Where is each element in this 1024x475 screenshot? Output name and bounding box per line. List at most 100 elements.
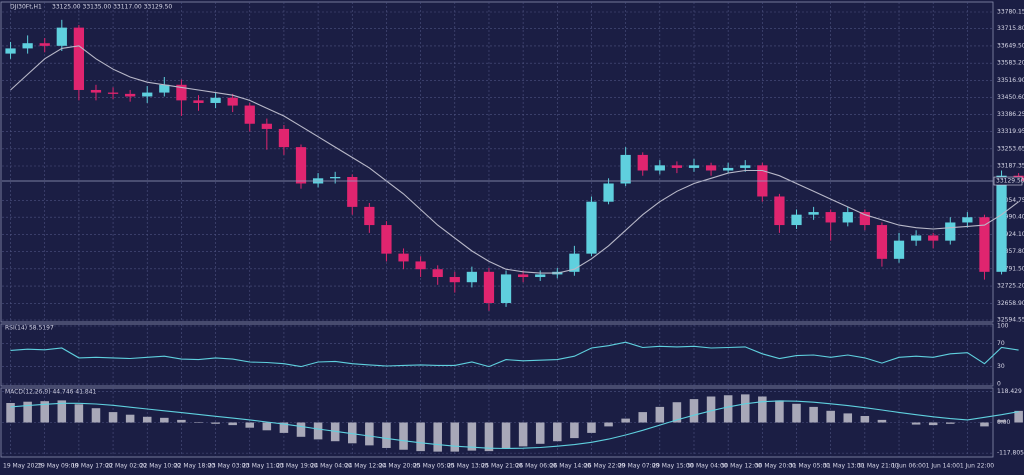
candle-body bbox=[774, 196, 785, 226]
candle-body bbox=[586, 201, 597, 254]
candle-body bbox=[518, 274, 529, 278]
candle-body bbox=[842, 212, 853, 223]
candle-body bbox=[5, 48, 16, 54]
y-tick-label: 32990.40 bbox=[997, 214, 1024, 221]
rsi-line bbox=[10, 341, 1019, 368]
y-tick-label: 33054.75 bbox=[997, 197, 1024, 204]
signal-line bbox=[10, 400, 1019, 450]
panel-title: RSI(14) 58.5197 bbox=[5, 325, 54, 332]
candle-body bbox=[244, 105, 255, 124]
panel-frame bbox=[0, 1, 994, 323]
y-tick-label: 32725.20 bbox=[997, 283, 1024, 290]
x-tick-label: 23 May 19:00 bbox=[276, 463, 317, 470]
candle-body bbox=[330, 177, 341, 179]
candle-body bbox=[107, 92, 119, 94]
x-tick-label: 23 May 03:00 bbox=[208, 463, 249, 470]
y-tick-label: 118.429 bbox=[997, 388, 1022, 395]
candle-body bbox=[56, 27, 67, 46]
x-tick-label: 30 May 12:00 bbox=[721, 463, 762, 470]
candle-body bbox=[893, 240, 905, 259]
candle-body bbox=[381, 225, 392, 254]
candle-body bbox=[910, 235, 922, 241]
y-tick-label: 33187.35 bbox=[997, 163, 1024, 170]
y-tick-label: 0 bbox=[997, 381, 1001, 388]
x-tick-label: 1 Jun 06:00 bbox=[891, 463, 925, 470]
x-tick-label: 31 May 13:00 bbox=[823, 463, 864, 470]
x-tick-label: 30 May 20:00 bbox=[755, 463, 796, 470]
x-tick-label: 19 May 09:00 bbox=[37, 463, 78, 470]
x-tick-label: 24 May 12:00 bbox=[345, 463, 386, 470]
y-tick-label: 32924.10 bbox=[997, 231, 1024, 238]
x-tick-label: 26 May 22:00 bbox=[584, 463, 625, 470]
candle-body bbox=[979, 217, 990, 272]
candle-body bbox=[176, 84, 187, 101]
chart-subtitle: 33125.00 33135.00 33117.00 33129.50 bbox=[52, 4, 172, 11]
chart-title: DJI30Ft,H1 bbox=[10, 4, 42, 11]
candle-body bbox=[483, 271, 495, 303]
candle-body bbox=[723, 167, 734, 171]
candle-body bbox=[569, 253, 580, 272]
candle-body bbox=[671, 165, 683, 168]
x-tick-label: 22 May 10:00 bbox=[140, 463, 181, 470]
candle-body bbox=[347, 177, 358, 207]
y-tick-label: 33715.80 bbox=[997, 25, 1024, 32]
candle-body bbox=[620, 154, 631, 184]
y-tick-label: 33649.50 bbox=[997, 42, 1024, 49]
y-tick-label: 33319.95 bbox=[997, 128, 1024, 135]
y-tick-label: 100 bbox=[997, 323, 1009, 330]
x-tick-label: 31 May 05:00 bbox=[789, 463, 830, 470]
candle-body bbox=[432, 269, 443, 278]
x-tick-label: 1 Jun 22:00 bbox=[960, 463, 994, 470]
candle-body bbox=[825, 212, 836, 223]
candle-body bbox=[859, 212, 870, 226]
candle-body bbox=[808, 212, 819, 215]
candle-body bbox=[603, 183, 614, 202]
y-tick-label: 32658.90 bbox=[997, 300, 1024, 307]
candle-body bbox=[295, 147, 307, 184]
candle-body bbox=[535, 274, 546, 278]
candle-body bbox=[928, 235, 939, 241]
x-tick-label: 19 May 17:00 bbox=[71, 463, 112, 470]
candle-body bbox=[654, 165, 665, 171]
x-tick-label: 1 Jun 14:00 bbox=[926, 463, 960, 470]
x-tick-label: 25 May 05:00 bbox=[413, 463, 454, 470]
current-price-label: 33129.50 bbox=[996, 178, 1024, 185]
candle-body bbox=[962, 217, 973, 223]
x-tick-label: 24 May 04:00 bbox=[311, 463, 352, 470]
candle-body bbox=[740, 165, 751, 168]
candle-body bbox=[125, 93, 136, 97]
y-tick-label: 32594.55 bbox=[997, 317, 1024, 324]
panel-frame bbox=[0, 387, 994, 458]
candle-body bbox=[193, 100, 204, 103]
candle-body bbox=[688, 165, 700, 168]
candle-body bbox=[227, 97, 238, 106]
y-tick-label: 32791.50 bbox=[997, 265, 1024, 272]
candle-body bbox=[791, 214, 802, 226]
candle-body bbox=[261, 123, 272, 129]
candle-body bbox=[449, 277, 460, 283]
moving-average bbox=[10, 45, 1019, 274]
candle-body bbox=[876, 225, 888, 259]
x-tick-label: 26 May 06:00 bbox=[516, 463, 557, 470]
candle-body bbox=[705, 165, 717, 171]
y-tick-label: 70 bbox=[997, 340, 1005, 347]
candle-body bbox=[210, 97, 221, 103]
x-tick-label: 24 May 20:00 bbox=[379, 463, 420, 470]
y-tick-label: 33386.25 bbox=[997, 111, 1024, 118]
x-tick-label: 29 May 07:00 bbox=[618, 463, 659, 470]
y-tick-label: 30 bbox=[997, 363, 1005, 370]
x-tick-label: 31 May 21:00 bbox=[857, 463, 898, 470]
x-tick-label: 19 May 2023 bbox=[3, 463, 42, 470]
x-tick-label: 25 May 21:00 bbox=[481, 463, 522, 470]
candle-body bbox=[73, 27, 85, 90]
x-tick-label: 22 May 18:00 bbox=[174, 463, 215, 470]
candle-body bbox=[159, 84, 170, 93]
candle-body bbox=[466, 271, 477, 283]
x-tick-label: 23 May 11:00 bbox=[242, 463, 283, 470]
x-tick-label: 29 May 15:00 bbox=[652, 463, 693, 470]
y-tick-label: -117.805 bbox=[997, 450, 1024, 457]
x-tick-label: 30 May 04:00 bbox=[686, 463, 727, 470]
y-tick-label: 33450.60 bbox=[997, 94, 1024, 101]
